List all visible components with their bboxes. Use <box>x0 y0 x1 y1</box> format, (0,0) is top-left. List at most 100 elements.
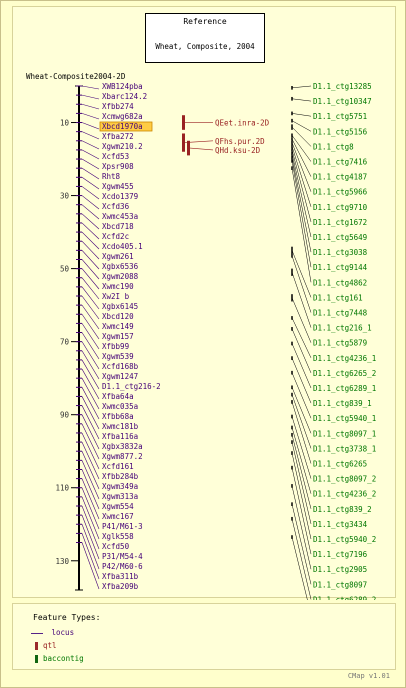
locus-label[interactable]: Xgwm539 <box>102 352 134 361</box>
qtl-label[interactable]: QHd.ksu-2D <box>215 146 261 155</box>
locus-label[interactable]: Xbcd1970a <box>102 122 143 131</box>
qtl-bar[interactable] <box>182 133 185 152</box>
locus-label[interactable]: Xfba209b <box>102 582 139 591</box>
contig-label[interactable]: D1.1_ctg6289_1 <box>313 384 376 393</box>
locus-label[interactable]: Xcdo405.1 <box>102 242 143 251</box>
contig-label[interactable]: D1.1_ctg839_1 <box>313 399 372 408</box>
locus-label[interactable]: Xgwm313a <box>102 492 138 501</box>
contig-label[interactable]: D1.1_ctg9710 <box>313 203 368 212</box>
locus-label[interactable]: Xw2I b <box>102 292 130 301</box>
contig-label[interactable]: D1.1_ctg216_1 <box>313 324 372 333</box>
contig-label[interactable]: D1.1_ctg7416 <box>313 158 368 167</box>
contig-label[interactable]: D1.1_ctg7448 <box>313 309 368 318</box>
reference-subtitle: Wheat, Composite, 2004 <box>155 42 255 51</box>
contig-label[interactable]: D1.1_ctg5966 <box>313 188 368 197</box>
qtl-bar[interactable] <box>182 115 185 130</box>
locus-label[interactable]: XWB124pba <box>102 82 143 91</box>
locus-label[interactable]: Xbarc124.2 <box>102 92 147 101</box>
contig-label[interactable]: D1.1_ctg3738_1 <box>313 444 376 453</box>
contig-label[interactable]: D1.1_ctg8097 <box>313 580 367 589</box>
locus-label[interactable]: Xcfd168b <box>102 362 139 371</box>
locus-label[interactable]: Xfba116a <box>102 432 138 441</box>
contig-label[interactable]: D1.1_ctg3038 <box>313 248 368 257</box>
locus-label[interactable]: Xcdo1379 <box>102 192 138 201</box>
contig-label[interactable]: D1.1_ctg4862 <box>313 278 367 287</box>
locus-label[interactable]: Xglk558 <box>102 532 134 541</box>
locus-label[interactable]: D1.1_ctg216-2 <box>102 382 161 391</box>
contig-label[interactable]: D1.1_ctg5879 <box>313 339 367 348</box>
locus-connector <box>81 487 100 530</box>
qtl-label[interactable]: QEet.inra-2D <box>215 119 270 128</box>
locus-label[interactable]: Xpsr908 <box>102 162 134 171</box>
locus-label[interactable]: Xwmc149 <box>102 322 134 331</box>
map-name-label[interactable]: Wheat-Composite2004-2D <box>26 72 126 81</box>
locus-label[interactable]: Xgbx3832a <box>102 442 143 451</box>
contig-label[interactable]: D1.1_ctg839_2 <box>313 505 372 514</box>
locus-label[interactable]: Xcfd50 <box>102 542 130 551</box>
locus-label[interactable]: Xgwm455 <box>102 182 134 191</box>
contig-label[interactable]: D1.1_ctg2905 <box>313 565 367 574</box>
locus-label[interactable]: Rht8 <box>102 172 121 181</box>
contig-label[interactable]: D1.1_ctg4187 <box>313 173 367 182</box>
locus-label[interactable]: Xgwm349a <box>102 482 138 491</box>
locus-label[interactable]: Xfba272 <box>102 132 134 141</box>
locus-label[interactable]: Xcmwg682a <box>102 112 143 121</box>
locus-label[interactable]: Xcfd36 <box>102 202 130 211</box>
contig-label[interactable]: D1.1_ctg13285 <box>313 82 372 91</box>
locus-label[interactable]: Xcfd53 <box>102 152 129 161</box>
locus-label[interactable]: Xgwm261 <box>102 252 134 261</box>
contig-connector <box>291 272 312 328</box>
contig-label[interactable]: D1.1_ctg4236_1 <box>313 354 376 363</box>
contig-label[interactable]: D1.1_ctg8 <box>313 142 354 151</box>
contig-connector <box>291 387 312 434</box>
locus-label[interactable]: Xgwm877.2 <box>102 452 143 461</box>
contig-label[interactable]: D1.1_ctg5649 <box>313 233 367 242</box>
locus-label[interactable]: Xwmc035a <box>102 402 138 411</box>
contig-label[interactable]: D1.1_ctg3434 <box>313 520 368 529</box>
locus-label[interactable]: Xgwm1247 <box>102 372 138 381</box>
locus-label[interactable]: Xwmc181b <box>102 422 139 431</box>
contig-label[interactable]: D1.1_ctg5940_2 <box>313 535 376 544</box>
contig-label[interactable]: D1.1_ctg9144 <box>313 263 368 272</box>
locus-label[interactable]: P31/M54-4 <box>102 552 143 561</box>
locus-label[interactable]: Xgwm157 <box>102 332 134 341</box>
contig-label[interactable]: D1.1_ctg5751 <box>313 112 367 121</box>
locus-label[interactable]: Xfba64a <box>102 392 134 401</box>
locus-label[interactable]: Xwmc453a <box>102 212 138 221</box>
locus-label[interactable]: Xfbb68a <box>102 412 134 421</box>
contig-label[interactable]: D1.1_ctg5940_1 <box>313 414 376 423</box>
contig-label[interactable]: D1.1_ctg5156 <box>313 127 368 136</box>
contig-label[interactable]: D1.1_ctg6289_2 <box>313 595 376 600</box>
qtl-label[interactable]: QFhs.pur.2D <box>215 137 265 146</box>
locus-label[interactable]: Xbcd120 <box>102 312 134 321</box>
contig-label[interactable]: D1.1_ctg6265 <box>313 460 367 469</box>
contig-label[interactable]: D1.1_ctg10347 <box>313 97 372 106</box>
locus-label[interactable]: Xgwm2088 <box>102 272 139 281</box>
contig-label[interactable]: D1.1_ctg7196 <box>313 550 368 559</box>
locus-label[interactable]: P42/M60-6 <box>102 562 143 571</box>
locus-label[interactable]: Xcfd2c <box>102 232 129 241</box>
locus-label[interactable]: Xfba311b <box>102 572 139 581</box>
locus-connector <box>81 405 100 440</box>
contig-label[interactable]: D1.1_ctg6265_2 <box>313 369 376 378</box>
locus-label[interactable]: Xfbb274 <box>102 102 134 111</box>
locus-label[interactable]: Xgwm210.2 <box>102 142 143 151</box>
locus-label[interactable]: P41/M61-3 <box>102 522 143 531</box>
qtl-bar[interactable] <box>187 140 190 156</box>
locus-label[interactable]: Xwmc190 <box>102 282 134 291</box>
locus-label[interactable]: Xfbb284b <box>102 472 139 481</box>
contig-connector <box>291 142 312 192</box>
contig-label[interactable]: D1.1_ctg8097_1 <box>313 429 376 438</box>
contig-label[interactable]: D1.1_ctg8097_2 <box>313 475 376 484</box>
contig-label[interactable]: D1.1_ctg161 <box>313 293 363 302</box>
contig-label[interactable]: D1.1_ctg1672 <box>313 218 367 227</box>
locus-label[interactable]: Xbcd718 <box>102 222 134 231</box>
contig-label[interactable]: D1.1_ctg4236_2 <box>313 490 376 499</box>
reference-box: Reference Wheat, Composite, 2004 <box>145 13 265 63</box>
locus-label[interactable]: Xwmc167 <box>102 512 134 521</box>
locus-label[interactable]: Xgbx6145 <box>102 302 138 311</box>
locus-label[interactable]: Xgbx6536 <box>102 262 139 271</box>
locus-label[interactable]: Xcfd161 <box>102 462 134 471</box>
locus-label[interactable]: Xfbb99 <box>102 342 129 351</box>
locus-label[interactable]: Xgwm554 <box>102 502 134 511</box>
